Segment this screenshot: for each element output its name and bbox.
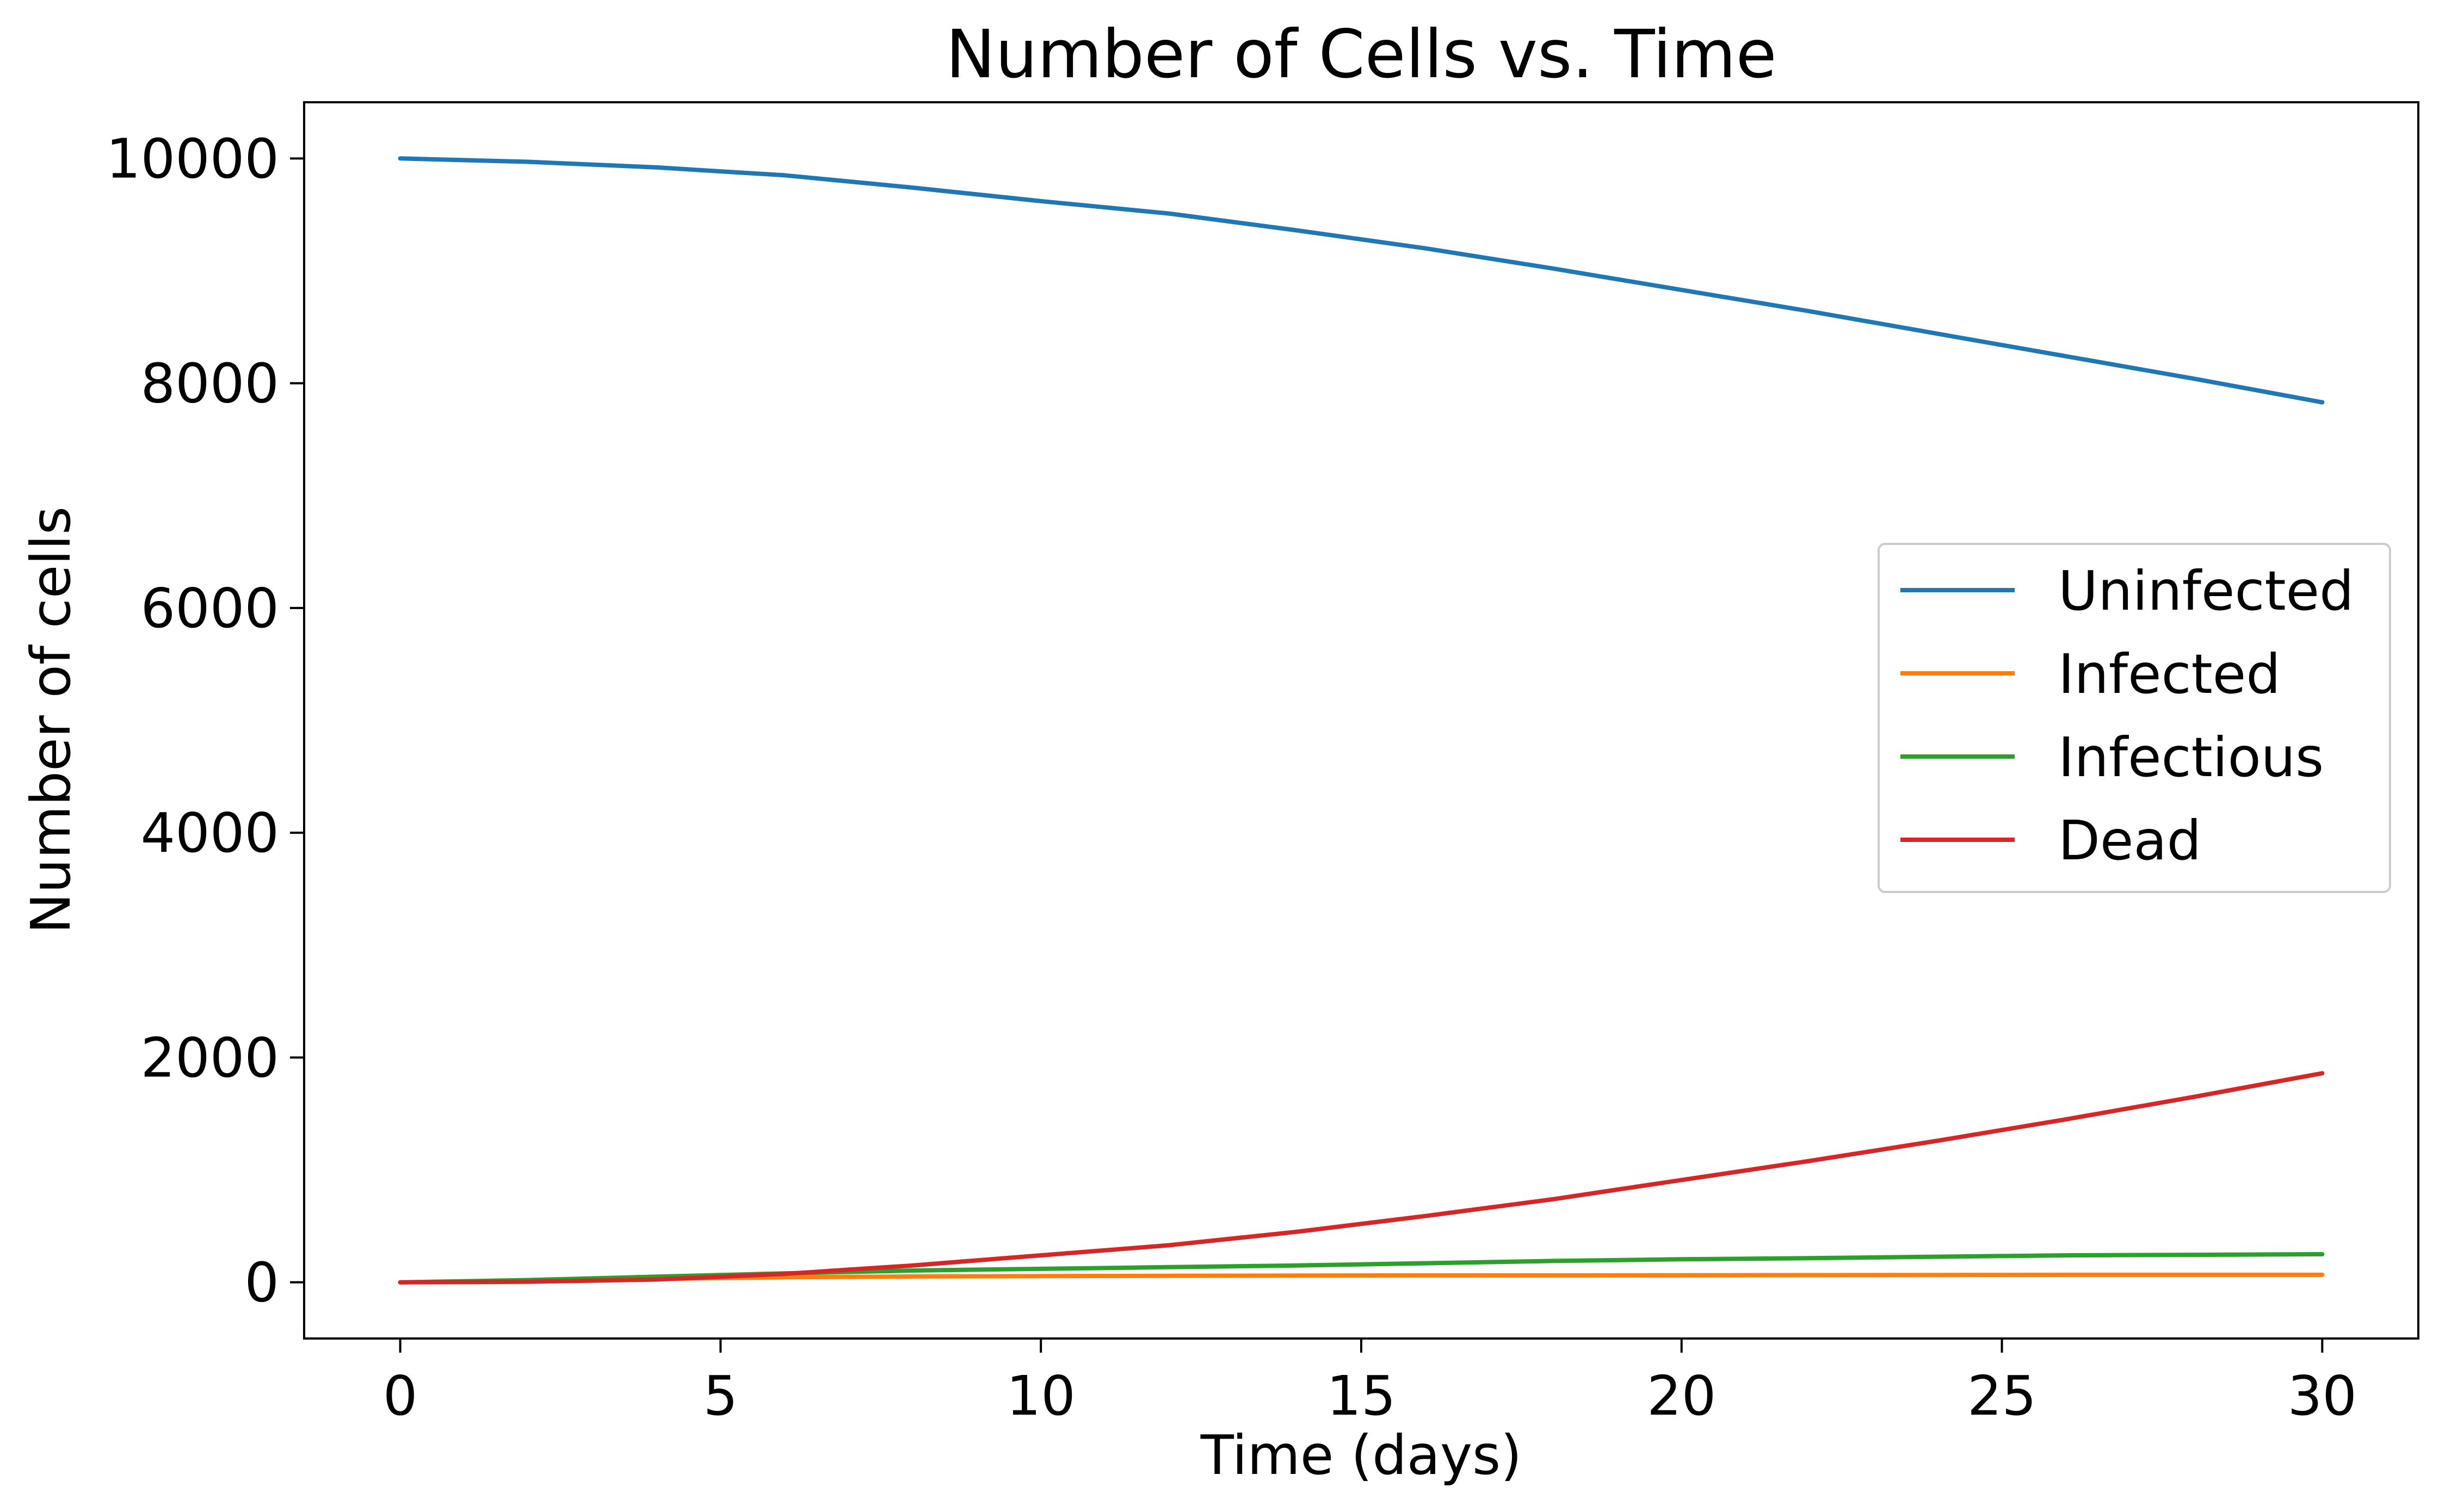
series-line-uninfected (398, 156, 2325, 405)
x-axis: 0 5 10 15 20 25 30 (383, 1339, 2357, 1428)
y-axis-label: Number of cells (19, 506, 83, 934)
chart-title: Number of Cells vs. Time (946, 16, 1777, 93)
x-tick-label: 15 (1326, 1364, 1396, 1428)
legend-label-infected: Infected (2058, 642, 2281, 706)
x-tick-label: 10 (1007, 1364, 1076, 1428)
y-tick-label: 6000 (141, 577, 280, 640)
x-tick-label: 25 (1967, 1364, 2036, 1428)
y-tick-label: 2000 (141, 1026, 280, 1089)
x-tick-label: 30 (2288, 1364, 2357, 1428)
series-line-dead (398, 1071, 2325, 1285)
series-layer (398, 156, 2325, 1285)
legend: Uninfected Infected Infectious Dead (1878, 543, 2391, 893)
x-axis-label: Time (days) (1200, 1423, 1522, 1487)
x-tick-label: 5 (703, 1364, 738, 1428)
legend-box (1878, 543, 2391, 893)
legend-label-infectious: Infectious (2058, 726, 2324, 789)
legend-label-uninfected: Uninfected (2058, 559, 2354, 623)
y-tick-label: 4000 (141, 801, 280, 865)
x-tick-label: 0 (383, 1364, 418, 1428)
x-tick-label: 20 (1647, 1364, 1716, 1428)
y-tick-label: 10000 (106, 127, 279, 190)
legend-label-dead: Dead (2058, 809, 2201, 872)
y-tick-label: 8000 (141, 352, 280, 416)
y-tick-label: 0 (244, 1251, 279, 1315)
y-axis: 0 2000 4000 6000 8000 10000 (106, 127, 304, 1315)
